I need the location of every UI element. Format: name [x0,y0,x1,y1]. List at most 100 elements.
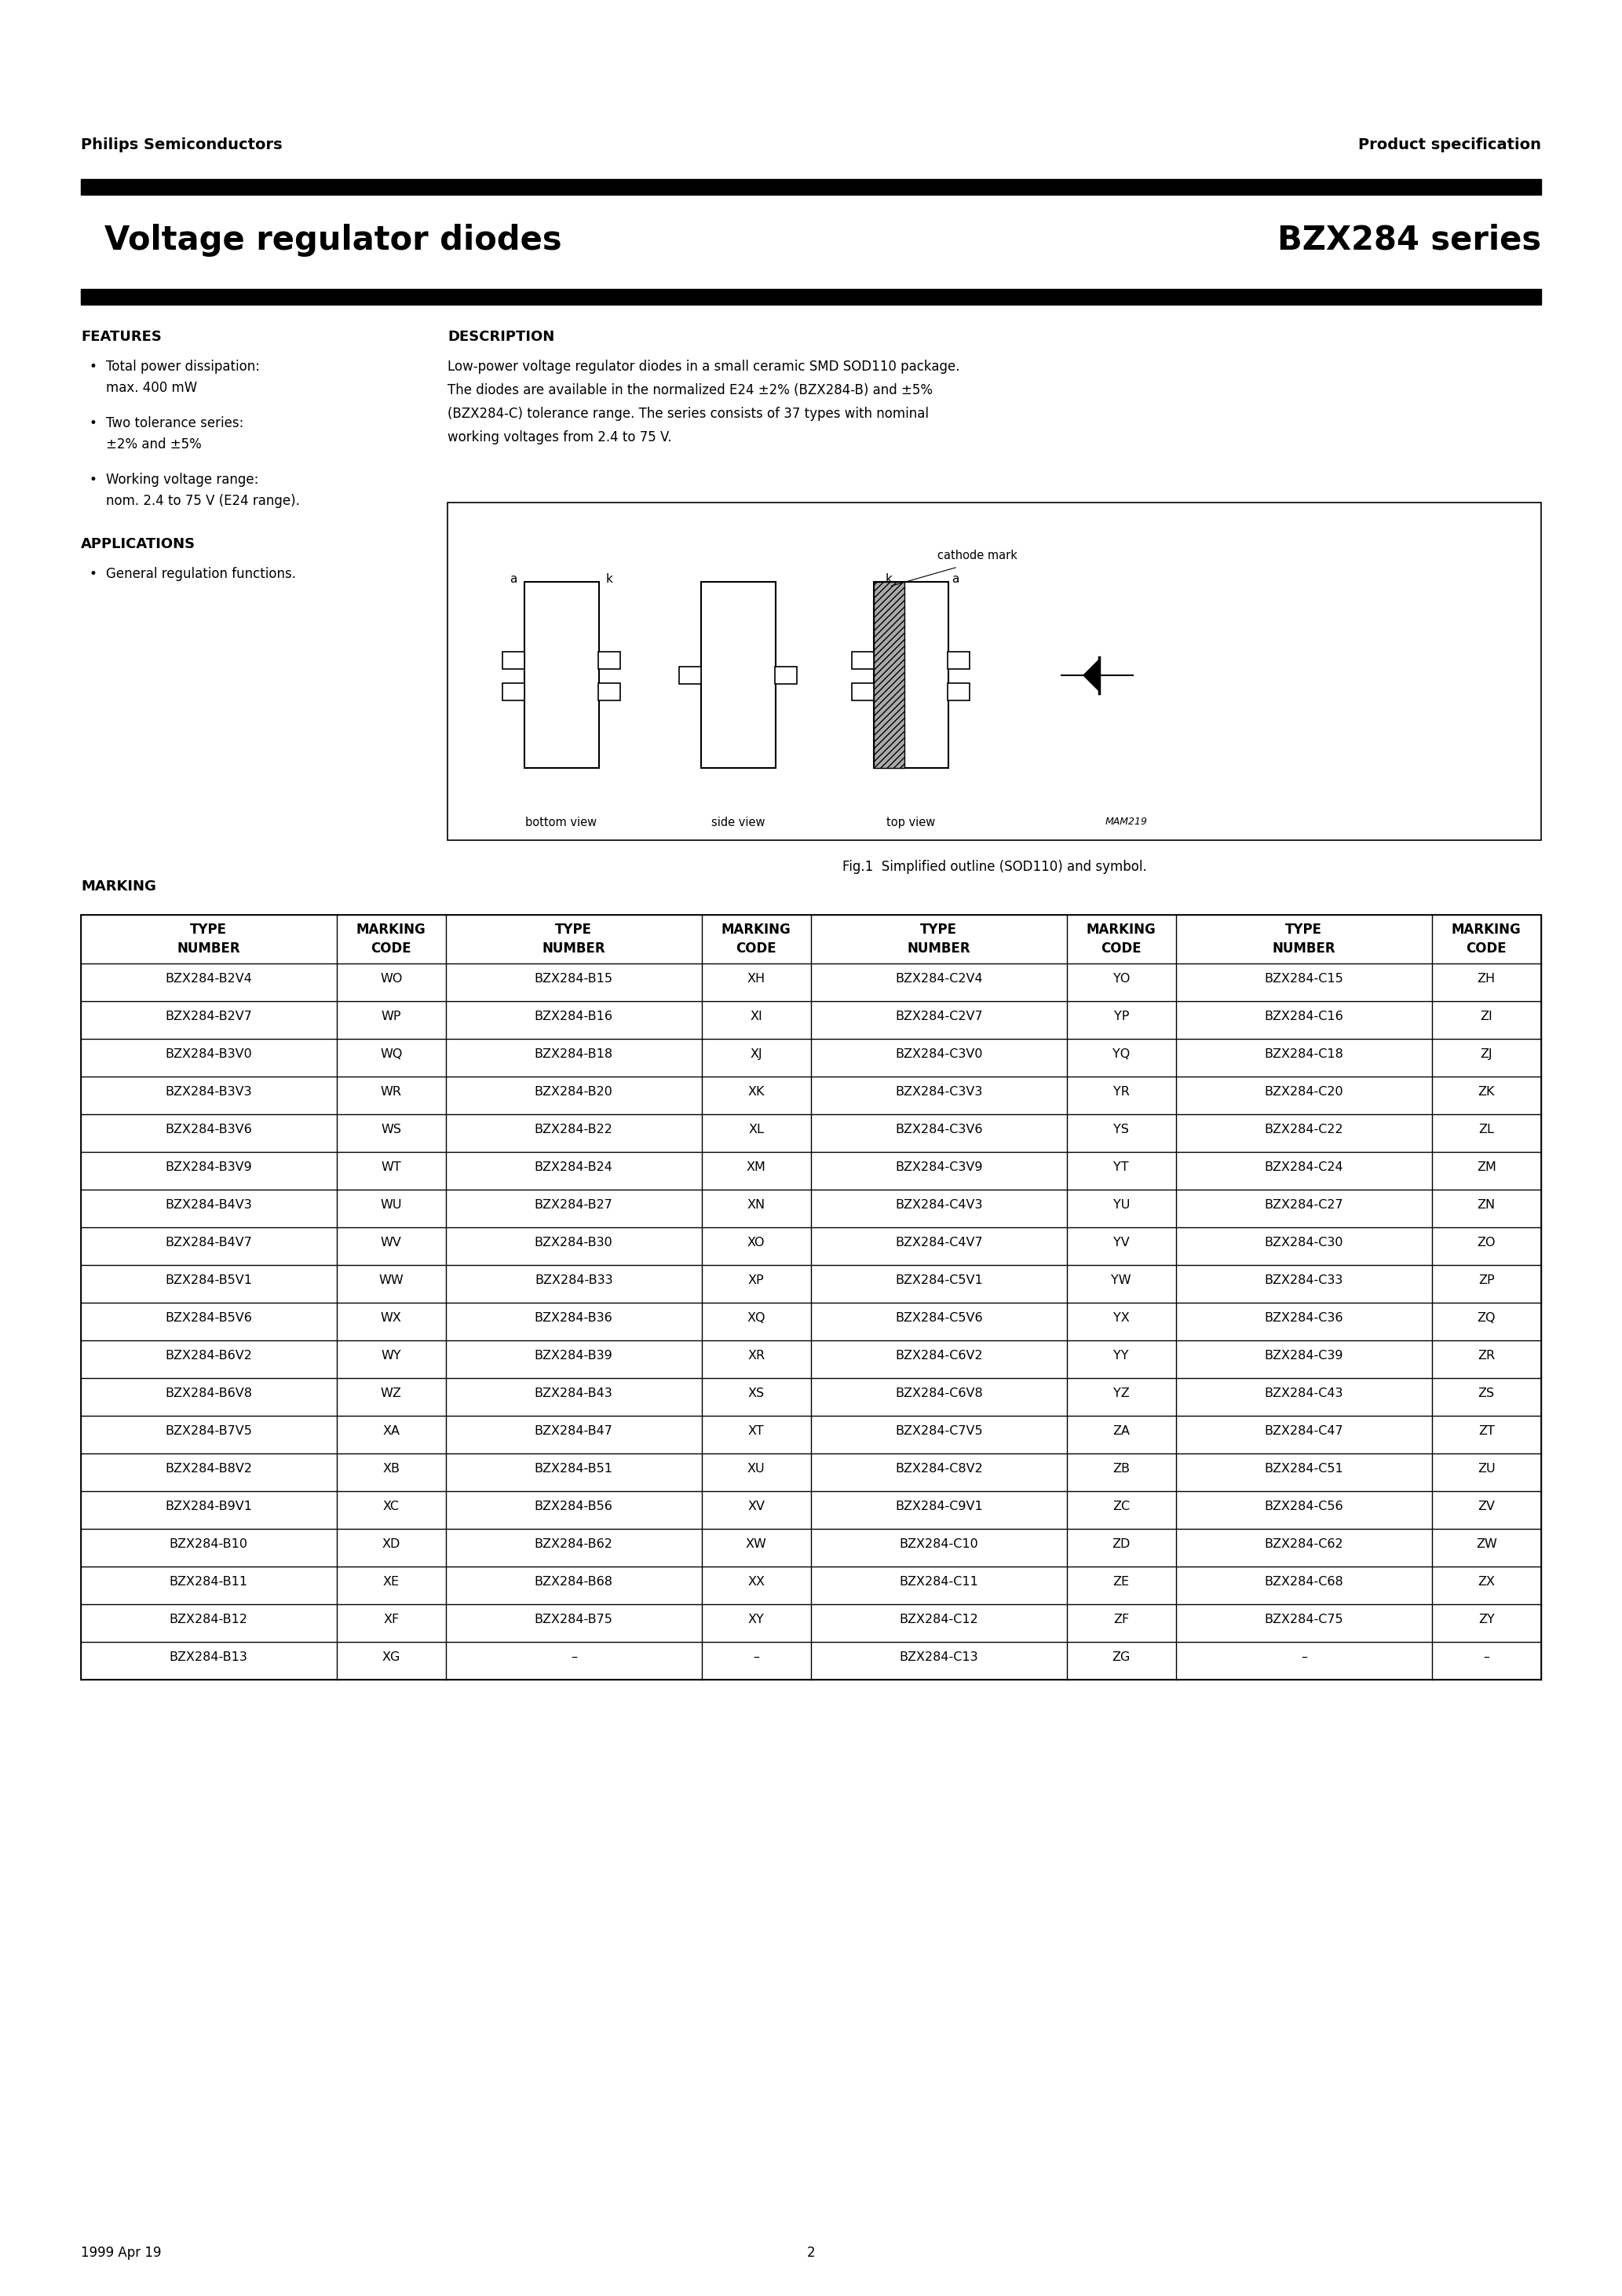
Text: a: a [509,574,517,585]
Text: •: • [89,473,96,487]
Text: •: • [89,416,96,429]
Text: XE: XE [383,1575,399,1589]
Text: MARKING: MARKING [722,923,792,937]
Text: BZX284-B43: BZX284-B43 [535,1387,613,1398]
Text: ZH: ZH [1478,974,1495,985]
Text: WP: WP [381,1010,401,1022]
Text: –: – [1301,1651,1307,1662]
Text: BZX284-B56: BZX284-B56 [535,1502,613,1513]
Text: BZX284-C30: BZX284-C30 [1265,1238,1343,1249]
Text: APPLICATIONS: APPLICATIONS [81,537,196,551]
Text: XJ: XJ [749,1049,762,1061]
Text: ZS: ZS [1478,1387,1494,1398]
Text: XM: XM [746,1162,766,1173]
Text: The diodes are available in the normalized E24 ±2% (BZX284-B) and ±5%: The diodes are available in the normaliz… [448,383,933,397]
Text: XO: XO [748,1238,766,1249]
Text: ZE: ZE [1113,1575,1129,1589]
Text: WV: WV [381,1238,402,1249]
Text: BZX284-B10: BZX284-B10 [169,1538,248,1550]
Text: CODE: CODE [1466,941,1507,955]
Text: BZX284-B3V0: BZX284-B3V0 [165,1049,251,1061]
Bar [874,581,905,767]
Text: XU: XU [748,1463,766,1474]
Text: General regulation functions.: General regulation functions. [105,567,295,581]
Text: XY: XY [748,1614,764,1626]
Text: BZX284-B39: BZX284-B39 [535,1350,613,1362]
Text: BZX284-C4V3: BZX284-C4V3 [895,1199,983,1210]
Text: BZX284-B4V7: BZX284-B4V7 [165,1238,251,1249]
Text: NUMBER: NUMBER [542,941,605,955]
Text: BZX284-B16: BZX284-B16 [535,1010,613,1022]
Text: BZX284-B33: BZX284-B33 [535,1274,613,1286]
Text: BZX284-C11: BZX284-C11 [899,1575,978,1589]
Bar [874,581,949,767]
Text: YW: YW [1111,1274,1132,1286]
Bar [503,652,524,668]
Text: ZG: ZG [1113,1651,1131,1662]
Text: BZX284-C22: BZX284-C22 [1264,1123,1343,1137]
Text: ZX: ZX [1478,1575,1495,1589]
Text: Voltage regulator diodes: Voltage regulator diodes [104,223,561,257]
Text: BZX284-C62: BZX284-C62 [1264,1538,1343,1550]
Text: ZJ: ZJ [1481,1049,1492,1061]
Text: BZX284-C20: BZX284-C20 [1264,1086,1343,1097]
Text: ZK: ZK [1478,1086,1495,1097]
Text: BZX284-C3V3: BZX284-C3V3 [895,1086,983,1097]
Text: ZA: ZA [1113,1426,1131,1437]
Text: MARKING: MARKING [1452,923,1521,937]
Text: WO: WO [380,974,402,985]
Text: ZV: ZV [1478,1502,1495,1513]
Bar [947,682,970,700]
Text: ZQ: ZQ [1478,1311,1495,1325]
Text: DESCRIPTION: DESCRIPTION [448,331,555,344]
Text: BZX284-C5V1: BZX284-C5V1 [895,1274,983,1286]
Text: YZ: YZ [1113,1387,1129,1398]
Text: BZX284-B8V2: BZX284-B8V2 [165,1463,251,1474]
Text: BZX284-B2V4: BZX284-B2V4 [165,974,251,985]
Text: –: – [1483,1651,1489,1662]
Text: BZX284 series: BZX284 series [1277,223,1541,257]
Text: BZX284-C3V9: BZX284-C3V9 [895,1162,983,1173]
Text: nom. 2.4 to 75 V (E24 range).: nom. 2.4 to 75 V (E24 range). [105,494,300,507]
Text: BZX284-B11: BZX284-B11 [169,1575,248,1589]
Text: MARKING: MARKING [357,923,427,937]
Text: BZX284-B3V9: BZX284-B3V9 [165,1162,251,1173]
Text: max. 400 mW: max. 400 mW [105,381,198,395]
Text: Two tolerance series:: Two tolerance series: [105,416,243,429]
Text: NUMBER: NUMBER [177,941,240,955]
Text: YP: YP [1114,1010,1129,1022]
Text: •: • [89,567,96,581]
Text: Product specification: Product specification [1358,138,1541,152]
Text: BZX284-C2V4: BZX284-C2V4 [895,974,983,985]
Text: WX: WX [381,1311,402,1325]
Bar [503,682,524,700]
Text: BZX284-C47: BZX284-C47 [1264,1426,1343,1437]
Text: ZD: ZD [1113,1538,1131,1550]
Text: XL: XL [748,1123,764,1137]
Text: ZL: ZL [1479,1123,1494,1137]
Text: XP: XP [748,1274,764,1286]
Text: BZX284-B5V6: BZX284-B5V6 [165,1311,251,1325]
Text: ZI: ZI [1481,1010,1492,1022]
Text: Working voltage range:: Working voltage range: [105,473,258,487]
Text: BZX284-B3V6: BZX284-B3V6 [165,1123,251,1137]
Text: YU: YU [1113,1199,1129,1210]
Text: k: k [886,574,892,585]
Text: ZT: ZT [1478,1426,1494,1437]
Polygon shape [1083,659,1100,691]
Text: XS: XS [748,1387,764,1398]
Text: BZX284-C68: BZX284-C68 [1264,1575,1343,1589]
Text: –: – [753,1651,759,1662]
Text: BZX284-B7V5: BZX284-B7V5 [165,1426,251,1437]
Text: CODE: CODE [1101,941,1142,955]
Text: BZX284-B4V3: BZX284-B4V3 [165,1199,251,1210]
Text: MARKING: MARKING [81,879,156,893]
Text: BZX284-B5V1: BZX284-B5V1 [165,1274,251,1286]
Text: BZX284-B9V1: BZX284-B9V1 [165,1502,251,1513]
Text: BZX284-B6V8: BZX284-B6V8 [165,1387,251,1398]
Text: BZX284-C7V5: BZX284-C7V5 [895,1426,983,1437]
Text: BZX284-C3V6: BZX284-C3V6 [895,1123,983,1137]
Bar [81,179,1541,195]
Text: BZX284-C18: BZX284-C18 [1264,1049,1343,1061]
Text: ±2% and ±5%: ±2% and ±5% [105,436,201,452]
